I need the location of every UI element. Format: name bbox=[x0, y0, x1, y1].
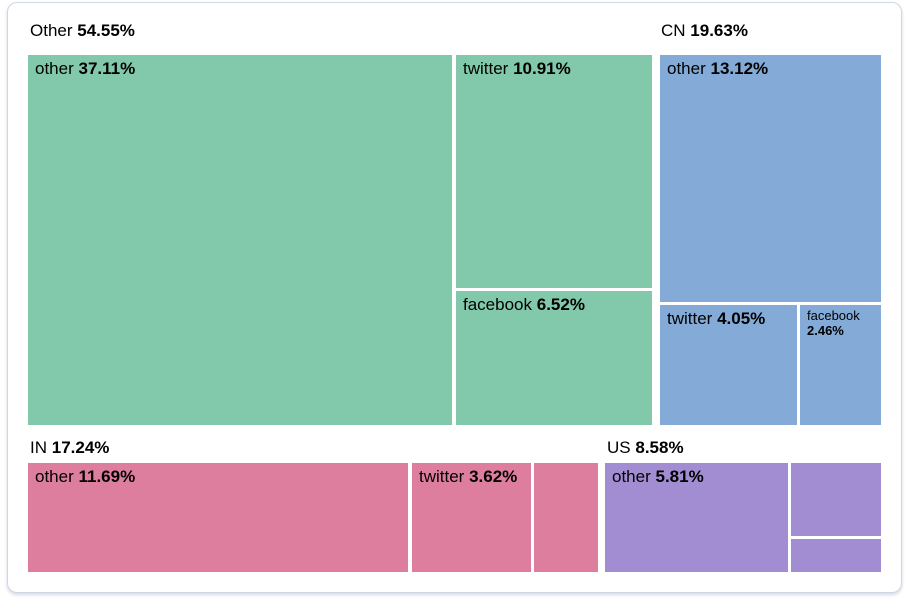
treemap-cell-cn-other[interactable]: other 13.12% bbox=[660, 55, 881, 302]
group-value: 54.55% bbox=[77, 21, 135, 40]
group-value: 19.63% bbox=[690, 21, 748, 40]
treemap-cell-cn-twitter[interactable]: twitter 4.05% bbox=[660, 305, 797, 425]
group-name: IN bbox=[30, 438, 47, 457]
group-value: 17.24% bbox=[51, 438, 110, 457]
treemap-cell-in-unlabeled[interactable] bbox=[534, 463, 598, 572]
cell-value: 2.46% bbox=[807, 323, 844, 338]
treemap-cell-other-facebook[interactable]: facebook 6.52% bbox=[456, 291, 652, 425]
treemap-cell-us-unlabeled-1[interactable] bbox=[791, 463, 881, 536]
group-label-us: US 8.58% bbox=[607, 438, 684, 458]
treemap-cell-in-other[interactable]: other 11.69% bbox=[28, 463, 408, 572]
group-name: Other bbox=[30, 21, 73, 40]
treemap-cell-us-other[interactable]: other 5.81% bbox=[605, 463, 788, 572]
group-name: US bbox=[607, 438, 631, 457]
treemap-cell-cn-facebook[interactable]: facebook 2.46% bbox=[800, 305, 881, 425]
treemap-cell-in-twitter[interactable]: twitter 3.62% bbox=[412, 463, 531, 572]
group-label-other: Other 54.55% bbox=[30, 21, 135, 41]
cell-name: other bbox=[35, 467, 74, 486]
group-label-cn: CN 19.63% bbox=[661, 21, 748, 41]
cell-value: 37.11% bbox=[78, 59, 136, 78]
cell-name: other bbox=[612, 467, 651, 486]
cell-name: other bbox=[35, 59, 74, 78]
group-label-in: IN 17.24% bbox=[30, 438, 109, 458]
cell-name: twitter bbox=[419, 467, 465, 486]
cell-name: twitter bbox=[463, 59, 509, 78]
cell-name: facebook bbox=[807, 308, 860, 323]
group-name: CN bbox=[661, 21, 686, 40]
cell-name: facebook bbox=[463, 295, 532, 314]
cell-name: other bbox=[667, 59, 706, 78]
cell-value: 3.62% bbox=[469, 467, 518, 486]
treemap-cell-us-unlabeled-2[interactable] bbox=[791, 539, 881, 572]
cell-name: twitter bbox=[667, 309, 713, 328]
cell-value: 11.69% bbox=[78, 467, 136, 486]
cell-value: 10.91% bbox=[513, 59, 571, 78]
treemap-cell-other-twitter[interactable]: twitter 10.91% bbox=[456, 55, 652, 288]
treemap-cell-other-other[interactable]: other 37.11% bbox=[28, 55, 452, 425]
cell-value: 5.81% bbox=[655, 467, 704, 486]
cell-value: 4.05% bbox=[717, 309, 766, 328]
cell-value: 13.12% bbox=[710, 59, 769, 78]
group-value: 8.58% bbox=[635, 438, 684, 457]
cell-value: 6.52% bbox=[536, 295, 585, 314]
